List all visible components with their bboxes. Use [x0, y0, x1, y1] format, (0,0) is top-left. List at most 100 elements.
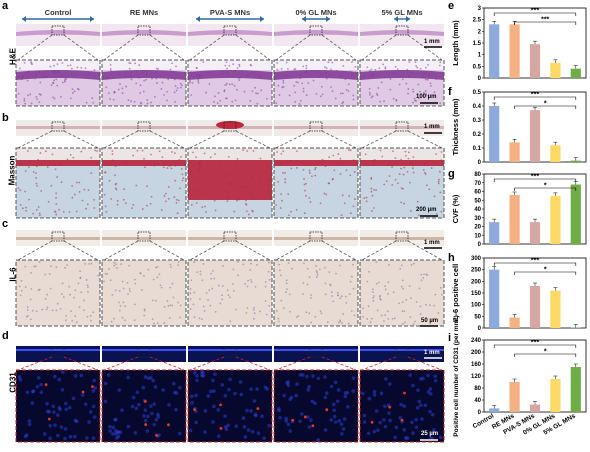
- chart-h-ylabel: IL-6 positive cell: [451, 264, 460, 322]
- overview-cd31-3: [274, 346, 358, 362]
- overview-cd31-0: [16, 346, 100, 362]
- overview-masson-2: [188, 120, 272, 136]
- zoom-cd31-3: [273, 369, 359, 443]
- chart-g-ytick-6: 60: [474, 190, 481, 196]
- chart-g-bar-1: [509, 195, 520, 244]
- overview-he-1: [102, 24, 186, 46]
- scale-bar-a-zoom: 100 µm: [416, 94, 437, 100]
- zoom-masson-2: [187, 147, 273, 219]
- chart-f-bracket-0: [493, 96, 577, 100]
- chart-e: 0 0.5 1 1.5 2 2.5 3 Length (mm) ******: [451, 6, 587, 82]
- chart-e-bar-3: [550, 62, 561, 78]
- overview-il6-0: [16, 230, 100, 246]
- chart-f-bar-0: [489, 106, 500, 162]
- panel-letter-e: e: [448, 0, 455, 12]
- chart-e-bracket-1: [514, 21, 577, 25]
- panel-letter-h: h: [448, 252, 455, 264]
- panel-letter-a: a: [2, 0, 9, 12]
- zoom-cd31-0: [15, 369, 101, 443]
- chart-g-sig-1: *: [544, 183, 547, 190]
- chart-i-bar-3: [550, 379, 561, 412]
- zoom-he-4: [359, 59, 445, 107]
- overview-he-4: [360, 24, 444, 46]
- chart-e-bar-2: [529, 44, 541, 78]
- chart-f-bar-4: [570, 160, 581, 162]
- chart-h-ytick-2: 100: [471, 303, 482, 309]
- chart-e-ytick-6: 3: [478, 6, 482, 12]
- chart-h-ytick-6: 300: [471, 256, 482, 262]
- zoom-cd31-4: [359, 369, 445, 443]
- scale-bar-a-overview: 1 mm: [424, 39, 440, 45]
- chart-i-bar-0: [489, 408, 500, 412]
- chart-h-bar-3: [550, 290, 561, 328]
- scale-bar-c-overview: 1 mm: [424, 240, 440, 246]
- chart-h-ytick-4: 200: [471, 279, 482, 285]
- scale-bar-d-overview: 1 mm: [424, 350, 440, 356]
- chart-f-sig-0: ***: [531, 92, 539, 99]
- chart-h-bar-4: [570, 327, 581, 329]
- zoom-masson-1: [101, 147, 187, 219]
- scale-bar-b-zoom: 200 µm: [416, 207, 437, 213]
- chart-e-ytick-5: 2.5: [473, 18, 482, 24]
- zoom-masson-0: [15, 147, 101, 219]
- scale-bar-b-overview: 1 mm: [424, 124, 440, 130]
- chart-h-sig-0: ***: [531, 258, 539, 265]
- overview-il6-2: [188, 230, 272, 246]
- chart-f-ytick-5: 0.5: [473, 90, 482, 96]
- chart-f-bar-3: [550, 145, 561, 162]
- chart-i-ylabel: Positive cell number of CD31 (per mm²): [453, 315, 460, 436]
- zoom-he-0: [15, 59, 101, 107]
- chart-e-bar-1: [509, 24, 520, 78]
- chart-i-ytick-4: 160: [471, 362, 482, 368]
- overview-il6-3: [274, 230, 358, 246]
- chart-i: 0 40 80 120 160 200 240 Positive cell number of…: [453, 315, 587, 437]
- chart-i-bar-2: [529, 404, 541, 412]
- panel-letter-f: f: [448, 86, 452, 98]
- chart-i-ytick-3: 120: [471, 374, 482, 380]
- chart-e-bracket-0: [493, 12, 577, 16]
- panel-letter-i: i: [448, 332, 452, 344]
- chart-e-sig-0: ***: [531, 8, 539, 15]
- chart-e-ytick-2: 1: [478, 53, 482, 59]
- chart-h-ytick-1: 50: [474, 314, 481, 320]
- chart-g-bar-4: [570, 184, 581, 244]
- histology-image-grid: [15, 16, 445, 443]
- column-header-pva: PVA-S MNs: [209, 8, 251, 17]
- zoom-il6-3: [273, 259, 359, 327]
- chart-f-ytick-2: 0.2: [473, 132, 482, 138]
- chart-h-bracket-0: [493, 262, 577, 266]
- chart-g-bar-0: [489, 222, 500, 244]
- overview-il6-1: [102, 230, 186, 246]
- zoom-he-1: [101, 59, 187, 107]
- scale-bar-d-zoom: 25 µm: [421, 431, 439, 437]
- panel-letter-d: d: [2, 330, 9, 342]
- chart-e-sig-1: ***: [541, 17, 549, 24]
- chart-i-bracket-0: [493, 344, 577, 348]
- chart-i-bar-1: [509, 382, 520, 412]
- overview-he-2: [188, 24, 272, 46]
- zoom-il6-2: [187, 259, 273, 327]
- column-header-re: RE MNs: [129, 8, 159, 17]
- chart-e-ylabel: Length (mm): [451, 20, 460, 66]
- zoom-cd31-2: [187, 369, 273, 443]
- chart-g-bracket-1: [514, 187, 577, 191]
- zoom-he-2: [187, 59, 273, 107]
- chart-f-ytick-0: 0: [478, 160, 482, 166]
- chart-i-sig-0: ***: [531, 340, 539, 347]
- chart-e-bar-0: [489, 24, 500, 78]
- chart-e-ytick-1: 0.5: [473, 64, 482, 70]
- chart-f-sig-1: *: [544, 101, 547, 108]
- chart-g-ytick-8: 80: [474, 172, 481, 178]
- chart-g-ytick-3: 30: [474, 216, 481, 222]
- overview-cd31-1: [102, 346, 186, 362]
- chart-f-ylabel: Thickness (mm): [451, 98, 460, 156]
- chart-h-bar-2: [529, 286, 541, 328]
- chart-g-bar-3: [550, 195, 561, 244]
- overview-masson-0: [16, 120, 100, 136]
- chart-i-bar-4: [570, 367, 581, 412]
- zoom-il6-1: [101, 259, 187, 327]
- chart-f-bracket-1: [514, 105, 577, 109]
